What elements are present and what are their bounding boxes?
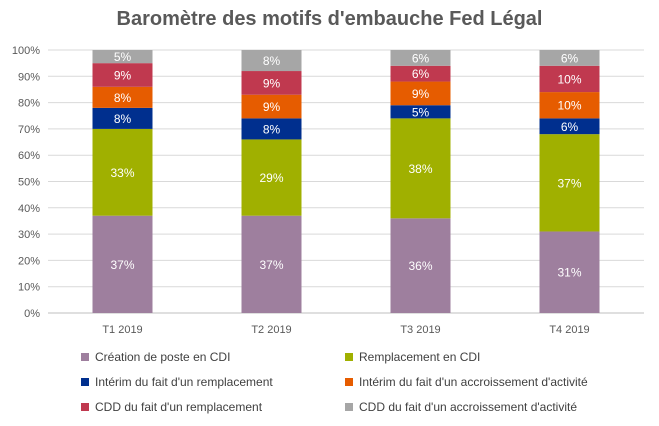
- plot-area: 0% 10% 20% 30% 40% 50% 60% 70% 80% 90% 100% 37% 33% 8…: [12, 45, 644, 336]
- bar-segment: [539, 50, 600, 66]
- bar-segment: [390, 105, 451, 119]
- x-tick-label: T1 2019: [102, 324, 142, 336]
- data-label: 9%: [114, 68, 132, 82]
- bar-segment: [539, 118, 600, 135]
- legend-swatch: [81, 378, 89, 386]
- legend-item: CDD du fait d'un accroissement d'activit…: [345, 399, 625, 415]
- legend: Création de poste en CDI Remplacement en …: [81, 349, 641, 415]
- y-tick-label: 80%: [18, 98, 40, 110]
- y-tick-label: 10%: [18, 282, 40, 294]
- y-tick-label: 70%: [18, 124, 40, 136]
- data-label: 10%: [557, 99, 581, 113]
- data-label: 31%: [557, 266, 581, 280]
- bar-segment: [241, 118, 302, 140]
- data-label: 6%: [412, 51, 430, 65]
- bar-segment: [92, 107, 153, 129]
- bar-segment: [390, 65, 451, 82]
- legend-item: Création de poste en CDI: [81, 349, 345, 365]
- legend-swatch: [81, 403, 89, 411]
- y-tick-label: 50%: [18, 177, 40, 189]
- bar-segment: [539, 92, 600, 119]
- y-tick-label: 60%: [18, 150, 40, 162]
- legend-label: Création de poste en CDI: [95, 350, 231, 364]
- data-label: 10%: [557, 72, 581, 86]
- bar-segment: [539, 134, 600, 232]
- legend-label: CDD du fait d'un accroissement d'activit…: [359, 400, 578, 414]
- bar-segment: [390, 81, 451, 106]
- legend-item: CDD du fait d'un remplacement: [81, 399, 345, 415]
- legend-item: Intérim du fait d'un remplacement: [81, 374, 345, 390]
- legend-swatch: [345, 378, 353, 386]
- legend-label: Intérim du fait d'un accroissement d'act…: [359, 375, 588, 389]
- legend-swatch: [345, 353, 353, 361]
- data-label: 38%: [408, 162, 432, 176]
- bar-segment: [241, 94, 302, 119]
- legend-label: Remplacement en CDI: [359, 350, 481, 364]
- data-label: 9%: [263, 100, 281, 114]
- bar-segment: [92, 215, 153, 313]
- y-tick-label: 0%: [24, 308, 40, 320]
- bar-segment: [92, 63, 153, 87]
- data-label: 8%: [114, 112, 132, 126]
- data-label: 36%: [408, 259, 432, 273]
- data-label: 9%: [263, 76, 281, 90]
- x-tick-label: T3 2019: [400, 324, 440, 336]
- data-label: 37%: [557, 176, 581, 190]
- y-tick-label: 20%: [18, 255, 40, 267]
- data-label: 6%: [561, 51, 579, 65]
- bar-segment: [539, 65, 600, 93]
- data-label: 6%: [561, 120, 579, 134]
- bar-segment: [92, 86, 153, 108]
- data-label: 29%: [259, 171, 283, 185]
- legend-label: Intérim du fait d'un remplacement: [95, 375, 273, 389]
- bar-segment: [241, 215, 302, 313]
- data-label: 33%: [110, 166, 134, 180]
- data-label: 5%: [114, 50, 132, 64]
- data-label: 37%: [110, 258, 134, 272]
- bar-segment: [390, 218, 451, 313]
- bar-segment: [92, 128, 153, 216]
- data-label: 9%: [412, 87, 430, 101]
- data-label: 8%: [114, 91, 132, 105]
- chart-title: Baromètre des motifs d'embauche Fed Léga…: [116, 8, 543, 30]
- data-label: 8%: [263, 122, 281, 136]
- data-label: 5%: [412, 105, 430, 119]
- bar-segment: [390, 50, 451, 66]
- data-label: 37%: [259, 258, 283, 272]
- bar-segment: [241, 50, 302, 72]
- y-tick-label: 90%: [18, 71, 40, 83]
- y-tick-label: 40%: [18, 203, 40, 215]
- x-tick-label: T2 2019: [251, 324, 291, 336]
- legend-item: Remplacement en CDI: [345, 349, 625, 365]
- legend-label: CDD du fait d'un remplacement: [95, 400, 263, 414]
- x-tick-label: T4 2019: [549, 324, 589, 336]
- bar-segment: [390, 118, 451, 219]
- data-label: 6%: [412, 67, 430, 81]
- bar-segment: [539, 231, 600, 313]
- legend-item: Intérim du fait d'un accroissement d'act…: [345, 374, 625, 390]
- y-tick-label: 30%: [18, 229, 40, 241]
- legend-swatch: [345, 403, 353, 411]
- bar-segment: [92, 50, 153, 64]
- y-tick-label: 100%: [12, 45, 40, 57]
- bar-segment: [241, 71, 302, 95]
- data-label: 8%: [263, 54, 281, 68]
- bar-segment: [241, 139, 302, 216]
- legend-swatch: [81, 353, 89, 361]
